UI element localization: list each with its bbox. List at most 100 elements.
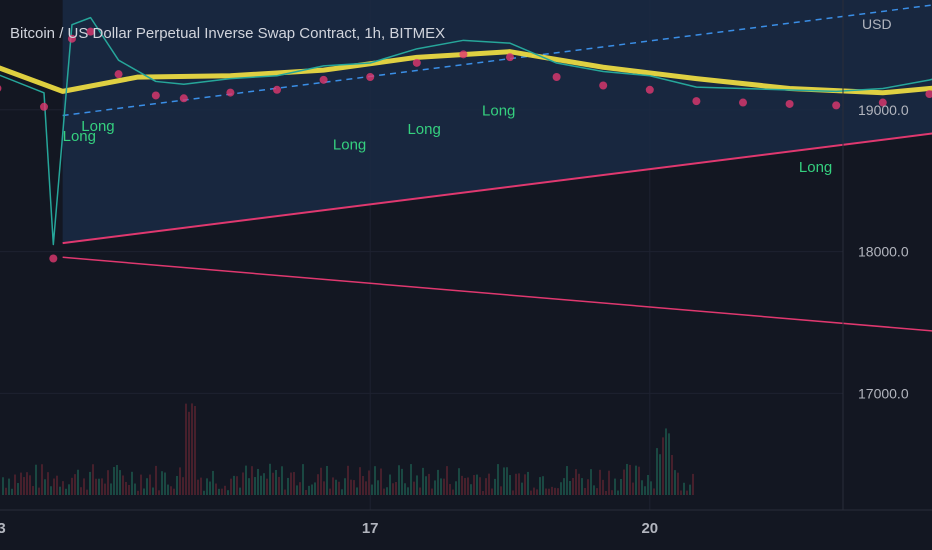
volume-bar (647, 474, 649, 495)
volume-bar (299, 482, 301, 495)
volume-bar (251, 466, 253, 495)
volume-bar (260, 475, 262, 495)
volume-bar (404, 483, 406, 495)
volume-bar (512, 490, 514, 495)
volume-bar (77, 469, 79, 495)
volume-bar (23, 477, 25, 495)
volume-bar (272, 472, 274, 495)
volume-bar (362, 475, 364, 495)
long-signal-label: Long (333, 137, 366, 154)
volume-bar (659, 454, 661, 495)
volume-bar (665, 428, 667, 495)
price-point-marker (878, 98, 887, 107)
volume-bar (530, 490, 532, 495)
volume-bar (365, 481, 367, 495)
long-signal-label: Long (482, 102, 515, 119)
currency-label: USD (862, 16, 892, 32)
volume-bar (560, 482, 562, 495)
volume-bar (386, 487, 388, 495)
volume-bar (614, 478, 616, 495)
projection-arrow (62, 256, 932, 332)
volume-bar (8, 478, 10, 495)
volume-bar (527, 471, 529, 495)
volume-bar (185, 403, 187, 495)
volume-bar (518, 473, 520, 495)
volume-bar (497, 464, 499, 495)
volume-bar (263, 473, 265, 495)
volume-bar (641, 480, 643, 495)
volume-bar (173, 488, 175, 495)
price-tick-label: 19000.0 (858, 102, 909, 118)
volume-bar (35, 464, 37, 495)
volume-bar (29, 475, 31, 495)
volume-bar (41, 464, 43, 495)
price-point-marker (67, 34, 76, 43)
volume-bar (506, 467, 508, 495)
volume-bar (557, 488, 559, 495)
volume-bar (92, 464, 94, 495)
volume-bar (200, 477, 202, 495)
volume-bar (500, 486, 502, 495)
volume-bar (548, 488, 550, 495)
volume-bar (629, 464, 631, 495)
volume-bar (464, 478, 466, 495)
volume-bar (89, 471, 91, 495)
price-point-marker (925, 90, 932, 99)
price-point-marker (319, 75, 328, 84)
volume-bar (332, 477, 334, 495)
time-axis[interactable]: 101317202427 (0, 520, 932, 537)
volume-bar (140, 474, 142, 495)
volume-bar (671, 455, 673, 495)
volume-bar (74, 474, 76, 495)
volume-bar (455, 481, 457, 495)
volume-bar (662, 437, 664, 495)
volume-bar (356, 487, 358, 495)
time-tick-label: 17 (362, 520, 379, 537)
volume-bar (593, 485, 595, 495)
volume-bar (443, 478, 445, 495)
volume-bar (476, 474, 478, 495)
series (0, 16, 932, 263)
price-point-marker (459, 50, 468, 59)
volume-bar (176, 475, 178, 495)
volume-bar (620, 478, 622, 495)
volume-bar (431, 488, 433, 495)
volume-bar (14, 474, 16, 495)
volume-bar (194, 406, 196, 495)
price-point-marker (506, 53, 514, 62)
volume-bar (167, 484, 169, 495)
volume-bar (65, 488, 67, 495)
volume-bar (425, 476, 427, 495)
volume-bar (482, 490, 484, 495)
price-point-marker (49, 254, 58, 263)
volume-bar (572, 477, 574, 495)
volume-bar (596, 488, 598, 495)
volume-bar (56, 475, 58, 495)
price-point-marker (832, 101, 841, 110)
volume-bar (101, 478, 103, 495)
volume-bar (569, 480, 571, 495)
volume-bar (119, 470, 121, 495)
volume-bar (470, 484, 472, 495)
volume-bar (626, 463, 628, 495)
volume-bar (218, 488, 220, 495)
volume-bar (98, 478, 100, 495)
volume-bar (221, 488, 223, 495)
volume-bar (128, 484, 130, 495)
volume-bar (608, 470, 610, 495)
volume-bar (161, 471, 163, 495)
volume-bar (86, 489, 88, 495)
volume-bar (533, 487, 535, 495)
volume-bar (503, 467, 505, 495)
volume-bar (467, 477, 469, 495)
volume-bar (692, 473, 694, 495)
volume-bar (191, 403, 193, 495)
volume-bar (479, 477, 481, 495)
volume-bar (341, 489, 343, 495)
volume-bar (236, 476, 238, 495)
volume-bar (350, 479, 352, 495)
volume-bar (407, 487, 409, 495)
volume-bar (380, 468, 382, 495)
